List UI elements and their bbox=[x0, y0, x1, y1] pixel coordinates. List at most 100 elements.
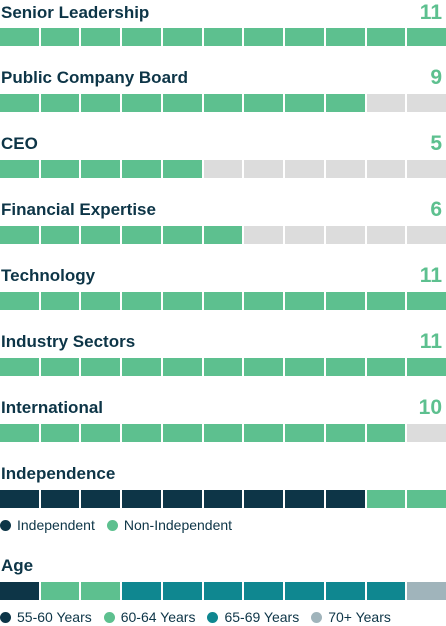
bar-segment-filled bbox=[162, 28, 202, 46]
bar-segment-65-69 bbox=[162, 582, 202, 600]
legend-item-non-independent: Non-Independent bbox=[106, 517, 233, 533]
legend-label: Non-Independent bbox=[123, 517, 233, 533]
bar-segment-filled bbox=[81, 94, 121, 112]
bar-segment-empty bbox=[325, 226, 365, 244]
bar-segment-filled bbox=[285, 424, 324, 442]
bar-segment-filled bbox=[162, 358, 202, 376]
age-legend: 55-60 Years 60-64 Years 65-69 Years 70+ … bbox=[0, 609, 391, 625]
bar-segment-filled bbox=[285, 94, 324, 112]
skill-label: International bbox=[1, 398, 104, 417]
bar-segment-empty bbox=[407, 160, 446, 178]
bar-segment-filled bbox=[325, 292, 365, 310]
bar-segment-filled bbox=[203, 94, 243, 112]
bar-segment-filled bbox=[325, 358, 365, 376]
bar-segment-filled bbox=[0, 160, 39, 178]
bar-segment-filled bbox=[81, 424, 121, 442]
bar-segment-filled bbox=[325, 424, 365, 442]
bar-segment-filled bbox=[40, 424, 80, 442]
bar-segment-filled bbox=[407, 28, 446, 46]
bar-segment-filled bbox=[40, 358, 80, 376]
age-70-plus-dot-icon bbox=[311, 611, 323, 623]
independence-legend: Independent Non-Independent bbox=[0, 517, 244, 533]
bar-segment-70-plus bbox=[407, 582, 446, 600]
skill-label: Senior Leadership bbox=[1, 3, 150, 22]
bar-segment-filled bbox=[162, 424, 202, 442]
age-title: Age bbox=[1, 556, 34, 575]
skill-bar bbox=[0, 94, 446, 112]
bar-segment-filled bbox=[122, 424, 161, 442]
bar-segment-filled bbox=[203, 28, 243, 46]
bar-segment-filled bbox=[366, 28, 406, 46]
age-60-64-dot-icon bbox=[103, 611, 115, 623]
bar-segment-filled bbox=[162, 94, 202, 112]
bar-segment-filled bbox=[325, 94, 365, 112]
bar-segment-filled bbox=[40, 292, 80, 310]
bar-segment-65-69 bbox=[366, 582, 406, 600]
skill-count: 11 bbox=[419, 330, 442, 353]
skill-count: 11 bbox=[419, 1, 442, 24]
bar-segment-filled bbox=[122, 28, 161, 46]
bar-segment-independent bbox=[122, 490, 161, 508]
skill-label: Technology bbox=[1, 266, 96, 285]
skill-count: 11 bbox=[419, 264, 442, 287]
skill-bar bbox=[0, 358, 446, 376]
bar-segment-filled bbox=[81, 160, 121, 178]
bar-segment-filled bbox=[366, 292, 406, 310]
bar-segment-filled bbox=[366, 424, 406, 442]
bar-segment-65-69 bbox=[203, 582, 243, 600]
bar-segment-filled bbox=[81, 28, 121, 46]
bar-segment-filled bbox=[0, 226, 39, 244]
bar-segment-empty bbox=[285, 160, 324, 178]
bar-segment-filled bbox=[325, 28, 365, 46]
bar-segment-empty bbox=[407, 226, 446, 244]
bar-segment-filled bbox=[203, 424, 243, 442]
bar-segment-filled bbox=[122, 226, 161, 244]
bar-segment-filled bbox=[285, 358, 324, 376]
skill-count: 9 bbox=[430, 66, 442, 89]
skill-label: Public Company Board bbox=[1, 68, 189, 87]
bar-segment-independent bbox=[325, 490, 365, 508]
independence-title: Independence bbox=[1, 464, 116, 483]
bar-segment-filled bbox=[285, 28, 324, 46]
bar-segment-empty bbox=[407, 424, 446, 442]
bar-segment-filled bbox=[203, 292, 243, 310]
bar-segment-filled bbox=[244, 358, 284, 376]
skill-label: Financial Expertise bbox=[1, 200, 156, 219]
bar-segment-filled bbox=[203, 226, 243, 244]
skill-count: 5 bbox=[430, 132, 442, 155]
skill-bar bbox=[0, 226, 446, 244]
bar-segment-filled bbox=[407, 358, 446, 376]
bar-segment-filled bbox=[122, 292, 161, 310]
bar-segment-60-64 bbox=[81, 582, 121, 600]
bar-segment-empty bbox=[203, 160, 243, 178]
bar-segment-independent bbox=[81, 490, 121, 508]
bar-segment-filled bbox=[122, 160, 161, 178]
non-independent-dot-icon bbox=[106, 519, 118, 531]
bar-segment-filled bbox=[40, 94, 80, 112]
skill-bar bbox=[0, 28, 446, 46]
bar-segment-55-60 bbox=[0, 582, 39, 600]
legend-label: 55-60 Years bbox=[17, 609, 92, 625]
bar-segment-filled bbox=[0, 94, 39, 112]
legend-item-independent: Independent bbox=[0, 517, 95, 533]
bar-segment-filled bbox=[81, 292, 121, 310]
bar-segment-filled bbox=[40, 160, 80, 178]
age-bar bbox=[0, 582, 446, 600]
bar-segment-filled bbox=[285, 292, 324, 310]
bar-segment-empty bbox=[244, 226, 284, 244]
skill-count: 6 bbox=[430, 198, 442, 221]
legend-label: Independent bbox=[17, 517, 95, 533]
bar-segment-empty bbox=[366, 160, 406, 178]
skill-bar bbox=[0, 292, 446, 310]
bar-segment-filled bbox=[81, 226, 121, 244]
skill-label: Industry Sectors bbox=[1, 332, 136, 351]
legend-label: 70+ Years bbox=[328, 609, 391, 625]
legend-item-70-plus: 70+ Years bbox=[311, 609, 391, 625]
bar-segment-independent bbox=[162, 490, 202, 508]
bar-segment-65-69 bbox=[325, 582, 365, 600]
bar-segment-independent bbox=[0, 490, 39, 508]
bar-segment-65-69 bbox=[285, 582, 324, 600]
bar-segment-empty bbox=[244, 160, 284, 178]
bar-segment-filled bbox=[122, 94, 161, 112]
legend-item-60-64: 60-64 Years bbox=[103, 609, 195, 625]
